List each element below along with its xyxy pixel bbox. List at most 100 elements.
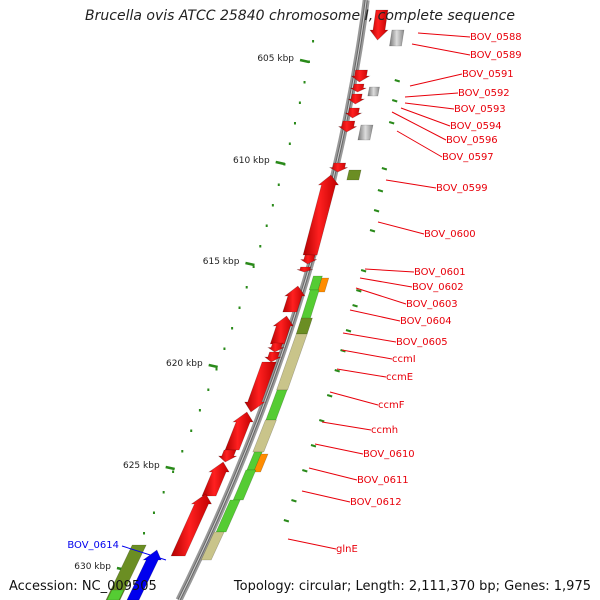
- gc-marker: [360, 269, 367, 273]
- backbone-highlight: [178, 0, 367, 600]
- khaki-block: [200, 531, 225, 561]
- label-leader: [396, 130, 443, 158]
- ruler-dot: [190, 429, 193, 432]
- ruler-dot: [288, 142, 291, 145]
- gene-label: BOV_0601: [414, 267, 466, 278]
- gene-label: BOV_0597: [442, 152, 494, 163]
- label-leader: [377, 221, 425, 235]
- ruler-tick-label: 615 kbp: [203, 257, 240, 267]
- khaki-block: [252, 419, 277, 453]
- gene-label: BOV_0588: [470, 32, 522, 43]
- gc-marker: [381, 167, 388, 171]
- gene-features: [105, 9, 405, 600]
- gene-label: BOV_0589: [470, 50, 522, 61]
- khaki-block: [276, 333, 308, 391]
- cds-block-bov0589: [389, 29, 405, 47]
- label-leader: [349, 309, 401, 322]
- cds-arrow: [328, 162, 348, 173]
- cds-arrow: [347, 93, 366, 105]
- accession-label: Accession: NC_009505: [9, 579, 157, 594]
- label-leader: [364, 268, 415, 273]
- gene-label: BOV_0593: [454, 104, 506, 115]
- ruler-dot: [271, 204, 274, 207]
- chromosome-backbone: [175, 0, 370, 600]
- gc-marker: [291, 499, 297, 503]
- topology-label: Topology: circular; Length: 2,111,370 bp…: [233, 579, 591, 594]
- gc-block: [215, 499, 241, 533]
- gc-block: [232, 469, 257, 501]
- gene-label: BOV_0610: [363, 449, 415, 460]
- gene-label: BOV_0603: [406, 299, 458, 310]
- ruler-dot: [223, 347, 226, 350]
- label-leader: [336, 368, 387, 378]
- gc-marker: [318, 419, 325, 423]
- map-title: Brucella ovis ATCC 25840 chromosome I, c…: [85, 8, 515, 24]
- gene-labels: BOV_0588 BOV_0589 BOV_0591 BOV_0592 BOV_0593…: [67, 32, 522, 561]
- ruler-dot: [231, 327, 234, 330]
- label-leader: [301, 490, 351, 503]
- label-leader: [329, 391, 379, 406]
- label-leader: [359, 277, 413, 288]
- cds-arrow: [344, 107, 363, 119]
- ruler-dot: [259, 245, 262, 248]
- ruler-tick: [208, 363, 218, 369]
- ruler-dot: [298, 101, 301, 104]
- gc-marker: [283, 519, 290, 523]
- gene-label: BOV_0611: [357, 475, 409, 486]
- gc-marker: [369, 229, 376, 233]
- label-leader: [409, 73, 463, 87]
- ruler-tick-label: 605 kbp: [257, 54, 294, 64]
- backbone-shadow: [175, 0, 370, 600]
- gc-marker: [334, 369, 341, 373]
- gc-marker: [326, 394, 333, 398]
- cds-block: [367, 86, 380, 97]
- cds-arrow: [282, 285, 306, 313]
- ruler-tick: [165, 465, 175, 471]
- ruler-dot: [207, 388, 210, 391]
- gene-label: BOV_0612: [350, 497, 402, 508]
- ruler-tick: [245, 261, 255, 267]
- cds-arrow: [296, 266, 313, 273]
- ruler-tick: [299, 58, 310, 64]
- cds-arrow: [337, 120, 357, 133]
- ruler-dot: [162, 491, 165, 494]
- label-leader: [385, 179, 437, 189]
- label-leader: [355, 287, 407, 305]
- ruler-dot: [252, 265, 255, 268]
- kbp-ruler: 605 kbp 610 kbp 615 kbp 620 kbp 625 kbp 630 k…: [74, 40, 315, 596]
- backbone-line: [177, 0, 368, 600]
- gc-block: [106, 589, 125, 600]
- gene-label: BOV_0594: [450, 121, 502, 132]
- gene-label: BOV_0599: [436, 183, 488, 194]
- gc-marker: [302, 469, 308, 473]
- gene-label: BOV_0591: [462, 69, 514, 80]
- cds-block: [346, 169, 362, 181]
- ruler-tick-label: 610 kbp: [233, 156, 270, 166]
- gc-marker: [394, 79, 401, 83]
- gene-label: BOV_0596: [446, 135, 498, 146]
- olive-block-bov0614: [105, 544, 147, 600]
- orange-block: [317, 277, 330, 293]
- ruler-tick: [275, 160, 285, 166]
- ruler-dot: [238, 306, 241, 309]
- gc-marker: [352, 304, 358, 308]
- gc-marker: [373, 209, 380, 213]
- gene-label: ccmF: [378, 400, 405, 411]
- label-leader: [308, 467, 358, 481]
- ruler-dot: [172, 470, 175, 473]
- label-leader: [342, 332, 397, 343]
- ruler-dot: [312, 40, 315, 43]
- ruler-tick-label: 630 kbp: [74, 562, 111, 572]
- gene-label: ccmI: [392, 354, 416, 365]
- cds-arrow-bov0600: [302, 174, 340, 256]
- label-leader: [341, 349, 393, 360]
- label-leader: [121, 545, 167, 561]
- gene-label: BOV_0592: [458, 88, 510, 99]
- cds-arrow: [264, 351, 282, 363]
- label-leader: [287, 538, 337, 550]
- gene-label: glnE: [336, 544, 358, 555]
- ruler-dot: [143, 532, 146, 535]
- ruler-dot: [152, 511, 155, 514]
- cds-arrow: [350, 69, 371, 83]
- cds-block: [357, 124, 374, 141]
